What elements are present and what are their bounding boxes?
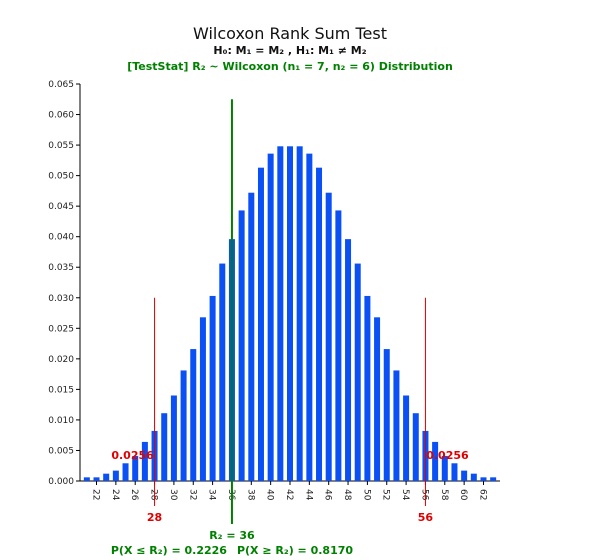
- x-tick-label: 38: [245, 489, 255, 501]
- y-tick-label: 0.050: [48, 172, 74, 182]
- test-statistic-label: R₂ = 36: [209, 529, 255, 542]
- x-tick-label: 52: [381, 489, 391, 500]
- x-tick-label: 50: [361, 489, 371, 501]
- bar: [170, 395, 177, 481]
- bar: [199, 317, 206, 481]
- bar: [441, 455, 448, 481]
- overlays: 28 0.0256 56 0.0256 R₂ = 36 P(X ≤ R₂) = 0.222…: [111, 99, 469, 557]
- y-tick-label: 0.015: [48, 385, 74, 395]
- bar: [480, 477, 487, 481]
- chart-hypothesis: H₀: M₁ = M₂ , H₁: M₁ ≠ M₂: [213, 44, 366, 57]
- x-ticks: 2224262830323436384042444648505254565860…: [91, 481, 487, 501]
- bar: [141, 441, 148, 481]
- x-tick-label: 60: [458, 489, 468, 501]
- y-tick-label: 0.060: [48, 111, 74, 121]
- tail-probability-label: 0.0256: [111, 449, 154, 462]
- bar: [461, 470, 468, 481]
- p-upper-label: P(X ≥ R₂) = 0.8170: [237, 544, 353, 557]
- x-tick-label: 30: [168, 489, 178, 501]
- bars: [83, 146, 497, 481]
- x-tick-label: 34: [207, 489, 217, 501]
- bar: [93, 477, 100, 481]
- chart-subtitle: [TestStat] R₂ ~ Wilcoxon (n₁ = 7, n₂ = 6…: [127, 60, 453, 73]
- bar: [248, 192, 255, 481]
- x-tick-label: 58: [439, 489, 449, 501]
- bar: [180, 370, 187, 481]
- y-tick-label: 0.005: [48, 446, 74, 456]
- bar: [83, 477, 90, 481]
- x-tick-label: 22: [91, 489, 101, 500]
- bar: [383, 349, 390, 481]
- y-tick-label: 0.040: [48, 233, 74, 243]
- bar: [403, 395, 410, 481]
- bar: [325, 192, 332, 481]
- y-tick-label: 0.000: [48, 477, 74, 487]
- y-tick-label: 0.025: [48, 324, 74, 334]
- bar: [412, 413, 419, 481]
- bar: [432, 441, 439, 481]
- x-tick-label: 40: [265, 489, 275, 501]
- x-tick-label: 28: [149, 489, 159, 501]
- x-tick-label: 56: [419, 489, 429, 501]
- bar: [112, 470, 119, 481]
- x-tick-label: 42: [284, 489, 294, 500]
- x-tick-label: 26: [129, 489, 139, 501]
- y-tick-label: 0.055: [48, 141, 74, 151]
- y-ticks: 0.000 0.005 0.010 0.015 0.020 0.025 0.030 0.035…: [48, 80, 80, 487]
- x-tick-label: 54: [400, 489, 410, 501]
- bar: [393, 370, 400, 481]
- x-tick-label: 46: [323, 489, 333, 501]
- bar: [470, 473, 477, 481]
- bar: [354, 263, 361, 481]
- y-tick-label: 0.020: [48, 355, 74, 365]
- bar: [490, 477, 497, 481]
- y-tick-label: 0.030: [48, 294, 74, 304]
- bar: [103, 473, 110, 481]
- x-tick-label: 62: [477, 489, 487, 500]
- bar: [132, 455, 139, 481]
- critical-value-label: 28: [147, 511, 162, 524]
- bar: [257, 167, 264, 481]
- bar: [219, 263, 226, 481]
- bar: [374, 317, 381, 481]
- critical-value-label: 56: [418, 511, 434, 524]
- x-tick-label: 48: [342, 489, 352, 501]
- bar: [267, 153, 274, 481]
- bar: [161, 413, 168, 481]
- bar: [277, 146, 284, 481]
- bar: [122, 463, 129, 481]
- y-tick-label: 0.035: [48, 263, 74, 273]
- x-tick-label: 44: [303, 489, 313, 501]
- p-lower-label: P(X ≤ R₂) = 0.2226: [111, 544, 227, 557]
- bar: [345, 239, 352, 481]
- bar: [238, 210, 245, 481]
- x-tick-label: 24: [110, 489, 120, 501]
- x-tick-label: 32: [187, 489, 197, 500]
- tail-probability-label: 0.0256: [426, 449, 469, 462]
- bar: [287, 146, 293, 481]
- bar: [335, 210, 342, 481]
- bar: [296, 146, 303, 481]
- bar: [209, 295, 216, 481]
- bar: [316, 167, 323, 481]
- y-tick-label: 0.010: [48, 416, 74, 426]
- y-tick-label: 0.045: [48, 202, 74, 212]
- bar: [364, 295, 371, 481]
- bar: [451, 463, 458, 481]
- bar: [306, 153, 313, 481]
- y-tick-label: 0.065: [48, 80, 74, 90]
- chart-title: Wilcoxon Rank Sum Test: [193, 24, 387, 43]
- bar: [190, 349, 197, 481]
